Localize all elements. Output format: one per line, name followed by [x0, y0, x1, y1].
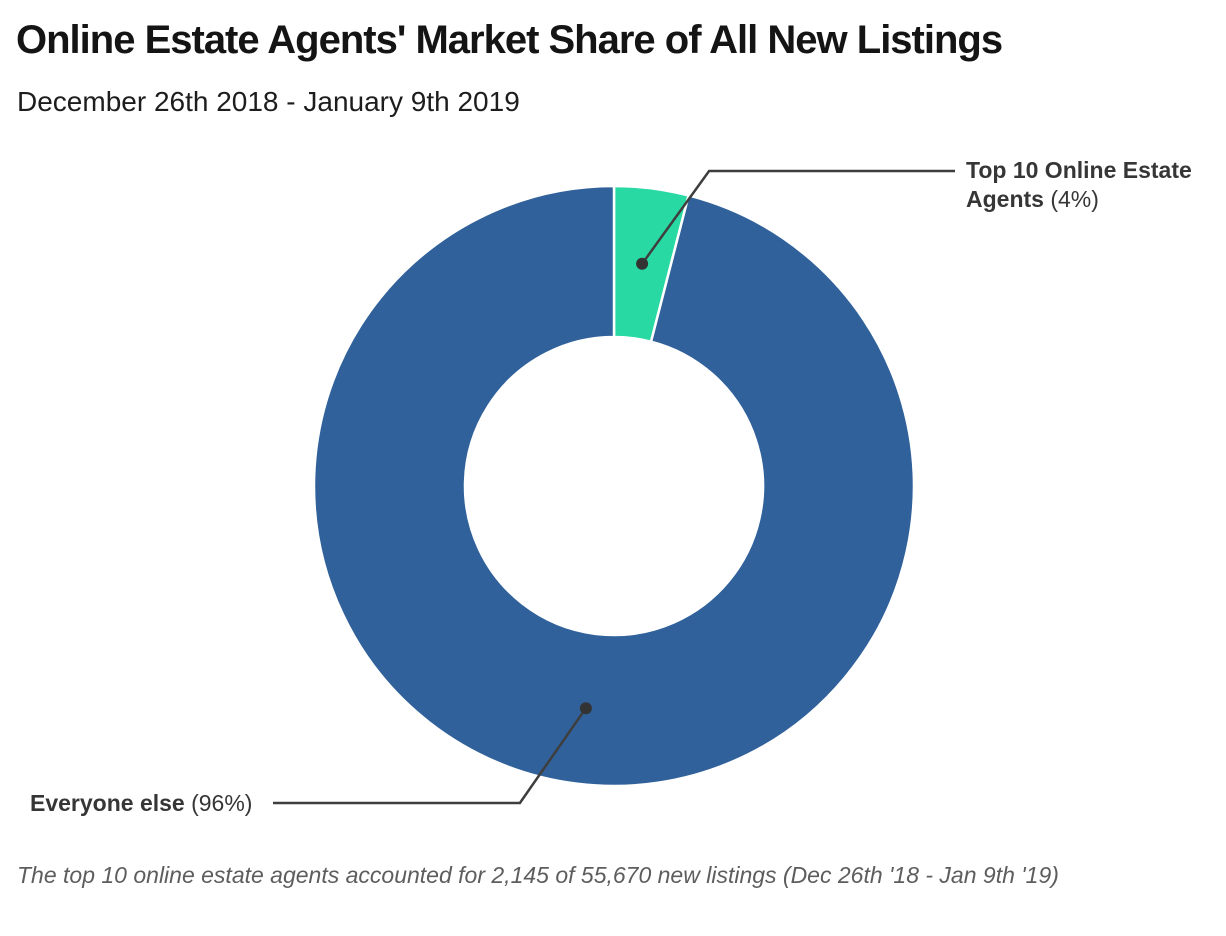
chart-title: Online Estate Agents' Market Share of Al…	[16, 18, 1003, 62]
callout-top-line1: Top 10 Online Estate	[966, 157, 1192, 183]
leader-dot	[579, 702, 592, 715]
callout-top-line2-bold: Agents	[966, 186, 1044, 212]
callout-bottom-bold: Everyone else	[30, 790, 185, 816]
chart-subtitle: December 26th 2018 - January 9th 2019	[17, 86, 520, 117]
callout-everyone-else: Everyone else (96%)	[30, 789, 252, 818]
donut-slice-everyone-else[interactable]	[312, 184, 916, 788]
leader-line	[273, 707, 587, 805]
callout-bottom-pct: (96%)	[191, 790, 253, 816]
chart-footnote: The top 10 online estate agents accounte…	[17, 862, 1059, 888]
callout-top-pct: (4%)	[1050, 186, 1099, 212]
callout-top-10-online-estate-agents: Top 10 Online Estate Agents (4%)	[966, 156, 1226, 214]
leader-dot	[636, 257, 649, 270]
leader-line	[641, 169, 955, 265]
